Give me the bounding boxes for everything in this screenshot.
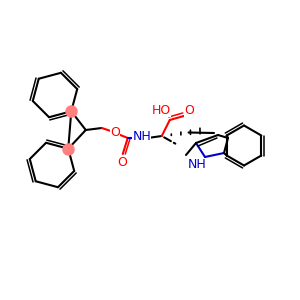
Text: NH: NH xyxy=(132,130,151,143)
Text: O: O xyxy=(184,104,194,118)
Text: O: O xyxy=(117,155,127,169)
Text: O: O xyxy=(110,127,120,140)
Text: HO: HO xyxy=(152,103,171,116)
Text: NH: NH xyxy=(188,158,206,172)
